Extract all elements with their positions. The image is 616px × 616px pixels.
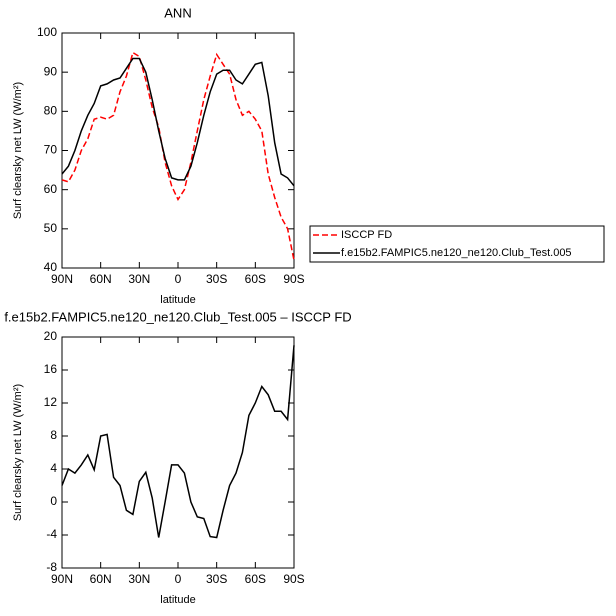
y-tick-label: -4 bbox=[46, 527, 57, 541]
y-tick-label: 0 bbox=[50, 494, 57, 508]
x-tick-label: 30S bbox=[206, 572, 227, 586]
x-tick-label: 30S bbox=[206, 272, 227, 286]
x-tick-label: 90S bbox=[283, 572, 304, 586]
x-tick-label: 60N bbox=[90, 272, 112, 286]
y-axis-label: Surf clearsky net LW (W/m²) bbox=[12, 384, 24, 521]
y-tick-label: 4 bbox=[50, 461, 57, 475]
legend-label: f.e15b2.FAMPIC5.ne120_ne120.Club_Test.00… bbox=[341, 247, 572, 259]
y-tick-label: 16 bbox=[44, 362, 58, 376]
y-axis-label: Surf clearsky net LW (W/m²) bbox=[12, 82, 24, 219]
chart-title: f.e15b2.FAMPIC5.ne120_ne120.Club_Test.00… bbox=[4, 309, 351, 324]
x-tick-label: 60S bbox=[245, 272, 266, 286]
x-tick-label: 60S bbox=[245, 572, 266, 586]
y-tick-label: 8 bbox=[50, 428, 57, 442]
x-axis-label: latitude bbox=[160, 294, 195, 306]
y-tick-label: 20 bbox=[44, 329, 58, 343]
y-tick-label: 80 bbox=[44, 104, 58, 118]
x-tick-label: 0 bbox=[175, 272, 182, 286]
data-line bbox=[61, 345, 295, 539]
x-axis-label: latitude bbox=[160, 594, 195, 606]
x-tick-label: 30N bbox=[128, 572, 150, 586]
y-tick-label: 60 bbox=[44, 182, 58, 196]
plot-frame bbox=[61, 32, 295, 269]
y-tick-label: 70 bbox=[44, 143, 58, 157]
legend-box bbox=[309, 225, 605, 263]
y-tick-label: 50 bbox=[44, 221, 58, 235]
y-tick-label: 100 bbox=[37, 25, 57, 39]
x-tick-label: 0 bbox=[175, 572, 182, 586]
chart-title: ANN bbox=[164, 5, 191, 20]
legend-label: ISCCP FD bbox=[341, 229, 392, 241]
x-tick-label: 90N bbox=[51, 272, 73, 286]
y-tick-label: 40 bbox=[44, 260, 58, 274]
x-tick-label: 30N bbox=[128, 272, 150, 286]
x-tick-label: 90S bbox=[283, 272, 304, 286]
x-tick-label: 90N bbox=[51, 572, 73, 586]
x-tick-label: 60N bbox=[90, 572, 112, 586]
y-tick-label: 90 bbox=[44, 64, 58, 78]
data-line bbox=[61, 51, 295, 261]
y-tick-label: -8 bbox=[46, 560, 57, 574]
y-tick-label: 12 bbox=[44, 395, 58, 409]
data-line bbox=[61, 57, 295, 187]
